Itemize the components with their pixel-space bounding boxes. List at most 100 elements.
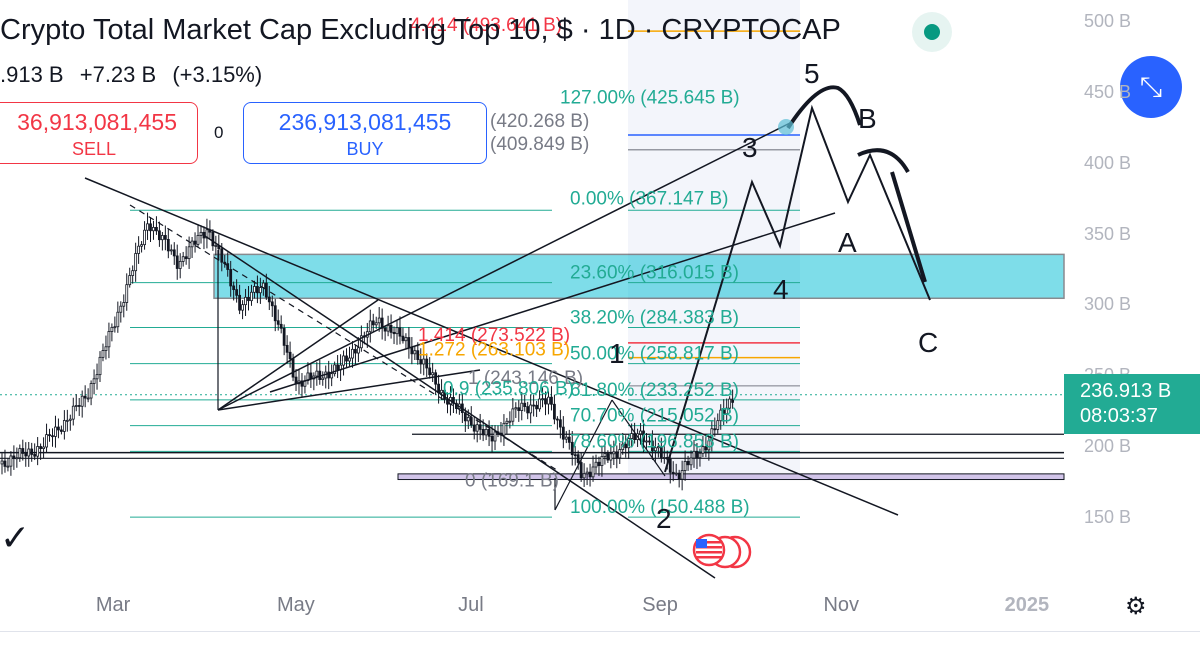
ext-label-1-414: 1.414 (273.522 B) — [418, 325, 570, 346]
candle-body — [95, 374, 99, 380]
candle-body — [152, 226, 155, 232]
candle-body — [671, 471, 675, 474]
x-tick-label: 2025 — [1004, 594, 1050, 616]
descending-trendline-upper — [84, 177, 899, 516]
candle-body — [327, 371, 331, 379]
y-tick-label: 500 B — [1084, 11, 1132, 32]
current-price: 236.913 B — [1080, 380, 1172, 402]
candle-body — [125, 284, 129, 303]
candle-body — [677, 472, 681, 480]
candle-body — [523, 402, 527, 407]
candle-body — [119, 305, 123, 313]
candle-body — [395, 327, 399, 335]
candle-body — [659, 446, 663, 458]
wave-label-1: 1 — [609, 338, 625, 369]
candle-body — [68, 418, 72, 421]
candle-body — [686, 461, 690, 466]
candle-body — [648, 440, 651, 443]
candle-body — [187, 246, 191, 260]
candle-body — [698, 452, 702, 459]
bar-countdown: 08:03:37 — [1080, 405, 1158, 427]
candle-body — [413, 350, 417, 355]
candle-body — [345, 355, 348, 362]
candle-body — [18, 448, 22, 459]
candle-body — [65, 419, 69, 422]
candle-body — [48, 434, 51, 437]
ext-label-1-272: 1.272 (263.103 B) — [418, 340, 570, 361]
candle-body — [134, 253, 138, 272]
descending-trendline-lower — [204, 235, 716, 579]
ext-label-409: (409.849 B) — [490, 134, 589, 155]
candle-body — [190, 240, 194, 248]
change-value: +7.23 B — [79, 62, 157, 87]
candle-body — [137, 245, 141, 254]
candle-body — [131, 270, 135, 276]
candle-body — [6, 465, 10, 468]
candle-body — [547, 396, 550, 405]
gear-icon[interactable]: ⚙ — [1125, 593, 1147, 620]
buy-button[interactable]: 236,913,081,455 BUY — [243, 102, 487, 164]
candle-body — [3, 460, 7, 467]
buy-label: BUY — [346, 139, 384, 159]
live-dot-icon — [912, 12, 952, 52]
candle-body — [202, 231, 206, 239]
candle-body — [214, 245, 218, 247]
candle-body — [333, 364, 337, 375]
candle-body — [585, 471, 589, 475]
candle-body — [184, 256, 188, 260]
candle-body — [487, 428, 491, 437]
check-mark-icon: ✓ — [0, 517, 30, 558]
candle-body — [600, 456, 604, 467]
candle-body — [383, 327, 387, 332]
candle-body — [645, 440, 648, 443]
candle-body — [199, 231, 203, 236]
candle-body — [285, 344, 289, 353]
candle-body — [291, 358, 295, 378]
candle-body — [475, 424, 479, 432]
candle-body — [258, 287, 262, 294]
candle-body — [597, 461, 601, 467]
candle-body — [701, 446, 705, 454]
candle-body — [140, 244, 143, 247]
flag-stripe — [696, 551, 722, 554]
triangle-top — [217, 299, 379, 411]
candle-body — [624, 443, 628, 449]
candle-body — [505, 420, 509, 424]
fib-label-78-6: 78.60% (196.853 B) — [570, 431, 739, 452]
candle-body — [573, 454, 577, 457]
candle-body — [713, 428, 717, 431]
descending-dashed-line — [129, 204, 561, 473]
fib-label-50: 50.00% (258.817 B) — [570, 344, 739, 365]
y-tick-label: 400 B — [1084, 152, 1132, 173]
divider — [0, 631, 1200, 632]
candle-body — [160, 235, 164, 241]
candle-body — [146, 223, 149, 231]
candle-body — [389, 324, 393, 333]
candle-body — [662, 457, 666, 459]
candle-body — [392, 331, 396, 335]
candle-body — [244, 296, 247, 306]
candle-body — [594, 461, 598, 468]
candle-body — [211, 231, 215, 247]
candle-body — [74, 405, 78, 407]
candle-body — [526, 406, 530, 414]
candle-body — [567, 436, 571, 443]
candle-body — [101, 350, 105, 358]
fib-label-0: 0.00% (367.147 B) — [570, 188, 728, 209]
candle-body — [374, 322, 378, 326]
candle-body — [21, 448, 25, 454]
candle-body — [710, 428, 714, 442]
candle-body — [226, 263, 230, 270]
support-zone — [397, 473, 1065, 481]
candle-body — [558, 419, 562, 428]
candle-body — [60, 429, 63, 432]
candle-body — [45, 434, 48, 448]
candle-body — [544, 398, 547, 405]
candle-body — [181, 256, 185, 262]
collapse-arrows-icon[interactable]: ⤡ — [1120, 56, 1182, 118]
candle-body — [273, 305, 277, 322]
candle-body — [348, 357, 351, 362]
candle-body — [356, 347, 360, 354]
sell-button[interactable]: 36,913,081,455 SELL — [0, 102, 198, 164]
